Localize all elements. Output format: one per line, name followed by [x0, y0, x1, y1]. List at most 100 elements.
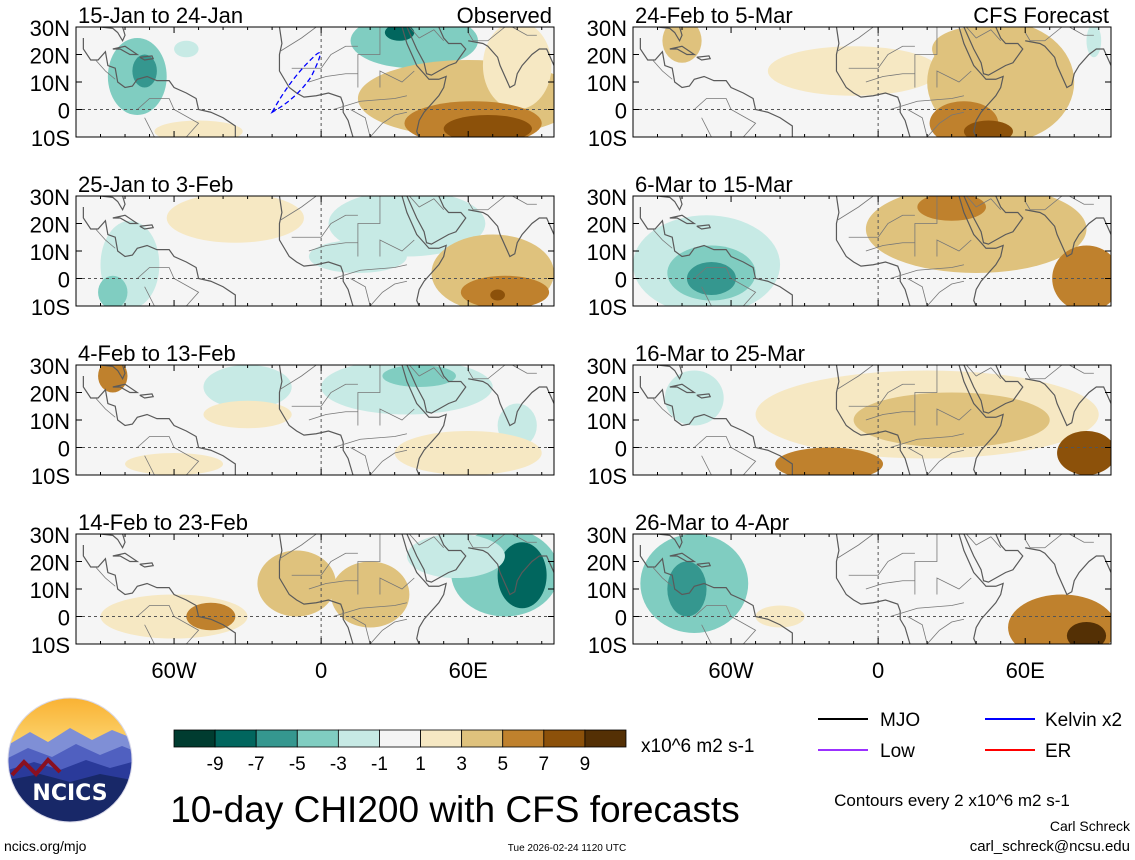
- coastline: [100, 534, 126, 550]
- coastline: [835, 27, 911, 137]
- coastline: [963, 365, 1024, 414]
- anomaly-region: [662, 27, 702, 63]
- country-border: [357, 27, 381, 88]
- country-border: [279, 27, 317, 53]
- country-border: [137, 267, 200, 306]
- country-border: [966, 365, 1001, 380]
- coastline: [296, 27, 298, 28]
- country-border: [936, 70, 972, 88]
- coastline: [139, 562, 155, 568]
- anomaly-region: [917, 196, 986, 221]
- lat-label: 10N: [30, 578, 70, 603]
- country-border: [137, 98, 200, 137]
- lat-label: 20N: [30, 551, 70, 576]
- coastline: [696, 55, 712, 61]
- country-border: [357, 534, 381, 595]
- lat-label: 20N: [587, 44, 627, 69]
- lat-label: 10N: [587, 578, 627, 603]
- anomaly-region: [384, 27, 415, 41]
- kelvin-contour: [270, 52, 321, 114]
- country-border: [467, 27, 506, 42]
- coastline: [468, 209, 554, 258]
- country-border: [836, 365, 874, 391]
- coastline: [835, 365, 911, 475]
- anomaly-region: [203, 400, 292, 429]
- coastline: [835, 196, 911, 306]
- country-border: [409, 365, 444, 380]
- country-border: [95, 228, 116, 249]
- panel-source-tag: CFS Forecast: [973, 3, 1109, 28]
- lat-label: 0: [58, 99, 70, 124]
- lat-label: 20N: [30, 382, 70, 407]
- country-border: [350, 278, 371, 306]
- lat-label: 30N: [587, 16, 627, 41]
- coastline: [958, 27, 1004, 137]
- coastline: [112, 214, 140, 225]
- country-border: [701, 455, 712, 475]
- website-link[interactable]: ncics.org/mjo: [4, 838, 87, 854]
- coastline: [1025, 209, 1111, 258]
- country-border: [926, 618, 965, 644]
- anomaly-region: [865, 196, 1087, 273]
- country-border: [865, 411, 915, 421]
- country-border: [144, 624, 155, 644]
- country-border: [865, 242, 915, 252]
- lat-label: 10S: [588, 633, 627, 658]
- panel-period-title: 26-Mar to 4-Apr: [635, 510, 789, 535]
- coastline: [853, 534, 855, 535]
- country-border: [95, 59, 116, 80]
- lon-label: 0: [315, 658, 327, 683]
- anomaly-region: [767, 46, 940, 96]
- coastline: [696, 562, 712, 568]
- country-border: [291, 383, 358, 407]
- lat-label: 30N: [587, 185, 627, 210]
- coastline: [657, 365, 683, 381]
- lat-label: 10S: [588, 126, 627, 151]
- lon-label: 60E: [1006, 658, 1045, 683]
- anomaly-region: [98, 275, 128, 306]
- ncics-logo[interactable]: NCICS: [7, 697, 133, 823]
- colorbar-swatch: [214, 729, 257, 748]
- legend-label-er: ER: [1045, 741, 1071, 762]
- country-border: [350, 447, 371, 475]
- lat-label: 30N: [30, 185, 70, 210]
- country-border: [137, 605, 200, 644]
- country-border: [848, 214, 915, 238]
- coastline: [401, 534, 447, 644]
- coastline: [657, 534, 683, 550]
- country-border: [291, 552, 358, 576]
- coastline: [1025, 378, 1111, 427]
- country-border: [966, 534, 1001, 549]
- legend-label-kelvin: Kelvin x2: [1045, 710, 1122, 731]
- coastline: [278, 196, 354, 306]
- anomaly-region: [460, 275, 550, 306]
- colorbar: -9 -7 -5 -3 -1 1 3 5 7 9: [173, 729, 627, 775]
- coastline: [669, 552, 697, 563]
- country-border: [379, 577, 415, 595]
- lon-label: 60W: [708, 658, 753, 683]
- coastline: [296, 196, 298, 197]
- country-border: [936, 408, 972, 426]
- country-border: [701, 624, 712, 644]
- anomaly-region: [406, 534, 505, 578]
- author-email: carl_schreck@ncsu.edu: [970, 838, 1130, 855]
- colorbar-swatch: [379, 729, 421, 748]
- coastline: [296, 534, 298, 535]
- colorbar-swatch: [502, 729, 545, 748]
- country-border: [467, 534, 506, 549]
- anomaly-region: [203, 365, 292, 409]
- colorbar-swatch: [173, 729, 216, 748]
- country-border: [350, 109, 371, 137]
- anomaly-region: [257, 550, 336, 617]
- colorbar-units: x10^6 m2 s-1: [641, 736, 754, 757]
- lat-label: 20N: [30, 44, 70, 69]
- country-border: [308, 580, 358, 590]
- anomaly-region: [174, 40, 199, 58]
- country-border: [848, 552, 915, 576]
- country-border: [369, 111, 408, 137]
- coastline: [406, 196, 467, 245]
- lat-label: 0: [615, 606, 627, 631]
